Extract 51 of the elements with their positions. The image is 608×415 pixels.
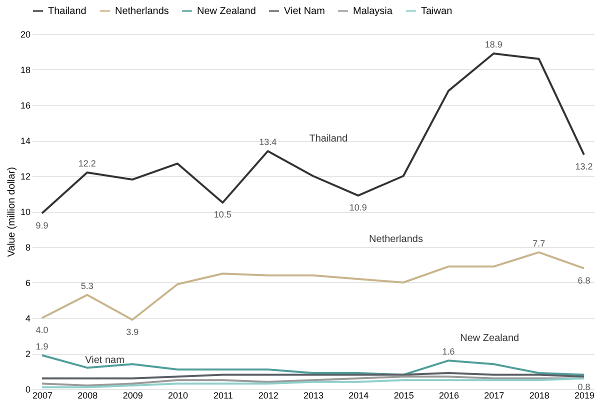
- data-label: 18.9: [484, 40, 502, 50]
- legend-label: Taiwan: [421, 6, 452, 17]
- x-tick-label: 2007: [32, 390, 53, 400]
- line-series: [41, 354, 585, 376]
- y-tick-label: 20: [20, 30, 30, 40]
- data-label: 1.6: [442, 346, 455, 357]
- x-tick-label: 2016: [438, 390, 460, 400]
- legend-label: Viet Nam: [284, 6, 325, 17]
- annotation: Viet nam: [85, 354, 124, 366]
- annotation: Thailand: [309, 133, 348, 144]
- x-tick-label: 2010: [168, 390, 188, 400]
- x-tick-label: 2019: [574, 390, 595, 400]
- y-tick-label: 8: [25, 242, 30, 252]
- legend-label: New Zealand: [197, 6, 256, 17]
- y-tick-label: 12: [20, 172, 30, 182]
- data-label: 1.9: [36, 341, 48, 352]
- data-label: 4.0: [36, 325, 48, 335]
- data-label: 10.5: [214, 210, 232, 220]
- y-tick-label: 18: [20, 65, 30, 75]
- x-tick-label: 2012: [258, 390, 278, 400]
- data-label: 13.4: [259, 137, 277, 148]
- x-tick-label: 2018: [529, 390, 550, 400]
- y-tick-label: 6: [25, 278, 30, 288]
- data-label: 0.8: [578, 382, 590, 392]
- y-tick-label: 10: [20, 207, 30, 217]
- y-axis-title: Value (million dollar): [6, 167, 18, 257]
- data-label: 7.7: [532, 238, 546, 248]
- data-label: 6.8: [578, 275, 590, 286]
- data-label: 3.9: [126, 326, 139, 337]
- data-label: 12.2: [78, 158, 96, 168]
- y-tick-label: 14: [20, 136, 30, 146]
- x-tick-label: 2013: [303, 390, 324, 400]
- data-label: 9.9: [36, 220, 48, 230]
- x-tick-label: 2009: [122, 390, 143, 400]
- x-tick-label: 2008: [78, 390, 98, 400]
- x-tick-label: 2015: [394, 390, 414, 400]
- y-tick-label: 2: [25, 349, 30, 359]
- x-tick-label: 2011: [213, 390, 233, 400]
- annotation: Netherlands: [369, 234, 423, 246]
- annotation: New Zealand: [460, 333, 520, 344]
- y-tick-label: 4: [25, 314, 30, 324]
- x-tick-label: 2014: [348, 390, 369, 400]
- data-label: 13.2: [575, 162, 593, 172]
- x-tick-label: 2017: [484, 390, 504, 400]
- legend-label: Malaysia: [353, 6, 393, 17]
- data-label: 5.3: [80, 280, 94, 291]
- y-tick-label: 16: [20, 100, 30, 110]
- legend-label: Thailand: [48, 6, 86, 17]
- y-tick-label: 0: [25, 384, 30, 394]
- data-label: 10.9: [349, 202, 367, 213]
- legend-label: Netherlands: [115, 6, 169, 17]
